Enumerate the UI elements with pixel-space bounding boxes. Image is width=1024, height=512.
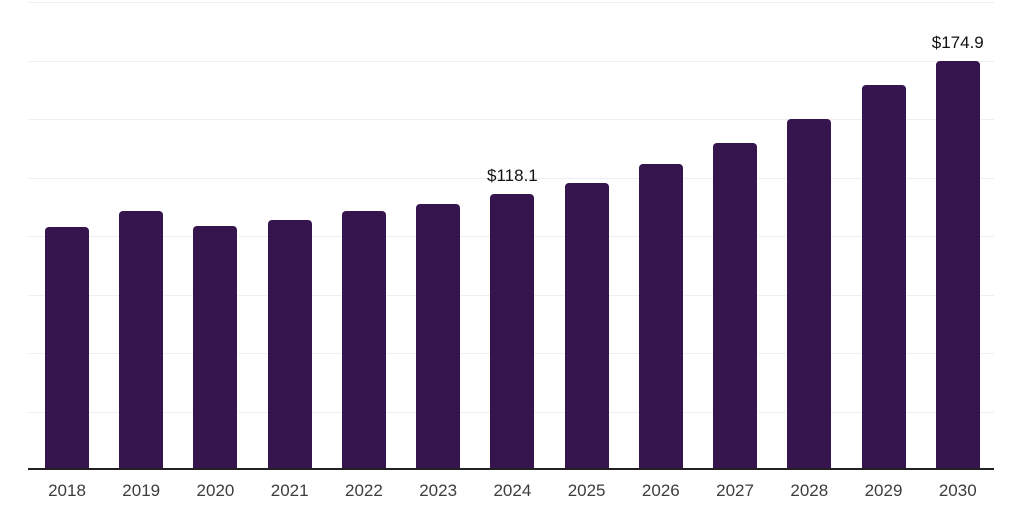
- bar-2022: [341, 210, 386, 470]
- x-tick-label-2018: 2018: [48, 481, 86, 500]
- bar-2021: [267, 220, 312, 470]
- bar-value-label-2024: $118.1: [487, 165, 538, 185]
- bar-2029: [861, 85, 906, 470]
- gridline-200: [28, 2, 994, 3]
- x-tick-label-2029: 2029: [864, 481, 903, 500]
- x-tick-label-2028: 2028: [790, 481, 829, 500]
- bar-2018: [45, 226, 89, 470]
- x-tick-label-2021: 2021: [270, 481, 309, 500]
- bar-2023: [416, 204, 461, 470]
- x-tick-label-2024: 2024: [493, 481, 532, 500]
- x-tick-label-2022: 2022: [344, 481, 383, 500]
- bar-2024: [490, 193, 535, 470]
- bar-2025: [564, 183, 609, 470]
- bar-2026: [638, 164, 683, 470]
- plot-area: $118.1 $174.9: [28, 2, 994, 470]
- x-tick-label-2023: 2023: [419, 481, 458, 500]
- gridline-150: [28, 119, 994, 120]
- x-axis-line: [28, 468, 994, 470]
- bar-2028: [787, 119, 832, 470]
- x-tick-label-2030: 2030: [938, 481, 977, 500]
- x-tick-label-2020: 2020: [196, 481, 235, 500]
- bar-2030: [935, 60, 980, 470]
- gridline-175: [28, 60, 994, 62]
- bar-value-label-2030: $174.9: [931, 32, 984, 52]
- gridline-125: [28, 177, 994, 179]
- x-axis-labels: 2018 2019 2020 2021 2022 2023 2024 2025 2026 2027…: [28, 481, 994, 505]
- x-tick-label-2025: 2025: [567, 481, 606, 500]
- x-tick-label-2019: 2019: [122, 481, 161, 500]
- bar-2020: [193, 226, 238, 470]
- bar-2019: [119, 211, 164, 470]
- bar-2027: [713, 142, 758, 470]
- x-tick-label-2026: 2026: [641, 481, 680, 500]
- x-tick-label-2027: 2027: [716, 481, 754, 500]
